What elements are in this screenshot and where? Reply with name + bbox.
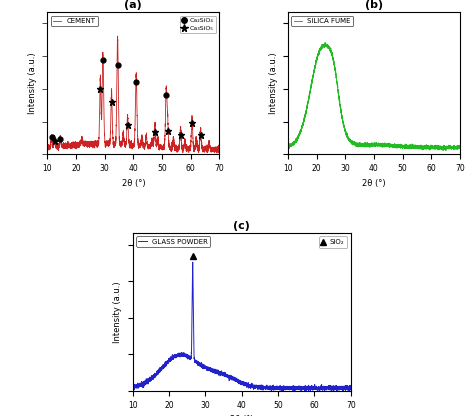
Title: (b): (b) [365, 0, 383, 10]
SILICA FUME [440, 148, 446, 153]
SILICA FUME [457, 144, 463, 149]
CEMENT [45, 144, 50, 149]
CEMENT [211, 146, 217, 151]
CEMENT [214, 150, 219, 155]
SILICA FUME [410, 145, 416, 150]
SILICA FUME [357, 143, 363, 148]
GLASS POWDER [223, 373, 229, 378]
CEMENT [169, 145, 175, 150]
Line: GLASS POWDER: GLASS POWDER [133, 262, 351, 391]
CEMENT [126, 141, 132, 146]
CEMENT [216, 146, 222, 151]
Title: (a): (a) [125, 0, 142, 10]
GLASS POWDER [130, 384, 136, 389]
Line: CEMENT: CEMENT [47, 36, 219, 153]
X-axis label: 2θ (°): 2θ (°) [362, 179, 386, 188]
Y-axis label: Intensity (a.u.): Intensity (a.u.) [113, 281, 122, 343]
SILICA FUME [452, 146, 457, 151]
CEMENT [118, 141, 124, 146]
SILICA FUME [367, 144, 373, 149]
CEMENT [115, 34, 120, 39]
Legend: SILICA FUME: SILICA FUME [292, 16, 353, 26]
CEMENT [202, 145, 208, 150]
X-axis label: 2θ (°): 2θ (°) [121, 179, 145, 188]
Legend: CEMENT: CEMENT [51, 16, 98, 26]
SILICA FUME [285, 145, 291, 150]
GLASS POWDER [341, 385, 347, 390]
GLASS POWDER [221, 374, 227, 379]
X-axis label: 2θ (°): 2θ (°) [230, 415, 254, 416]
GLASS POWDER [330, 386, 336, 391]
Legend: GLASS POWDER: GLASS POWDER [136, 236, 210, 247]
Title: (c): (c) [233, 221, 250, 231]
SILICA FUME [443, 146, 449, 151]
Line: SILICA FUME: SILICA FUME [288, 43, 460, 151]
GLASS POWDER [348, 386, 354, 391]
GLASS POWDER [288, 385, 294, 390]
Y-axis label: Intensity (a.u.): Intensity (a.u.) [269, 53, 278, 114]
Y-axis label: Intensity (a.u.): Intensity (a.u.) [28, 53, 37, 114]
SILICA FUME [322, 40, 328, 45]
GLASS POWDER [279, 389, 285, 394]
CEMENT [117, 140, 122, 145]
SILICA FUME [359, 142, 365, 147]
GLASS POWDER [234, 377, 239, 382]
GLASS POWDER [190, 260, 196, 265]
